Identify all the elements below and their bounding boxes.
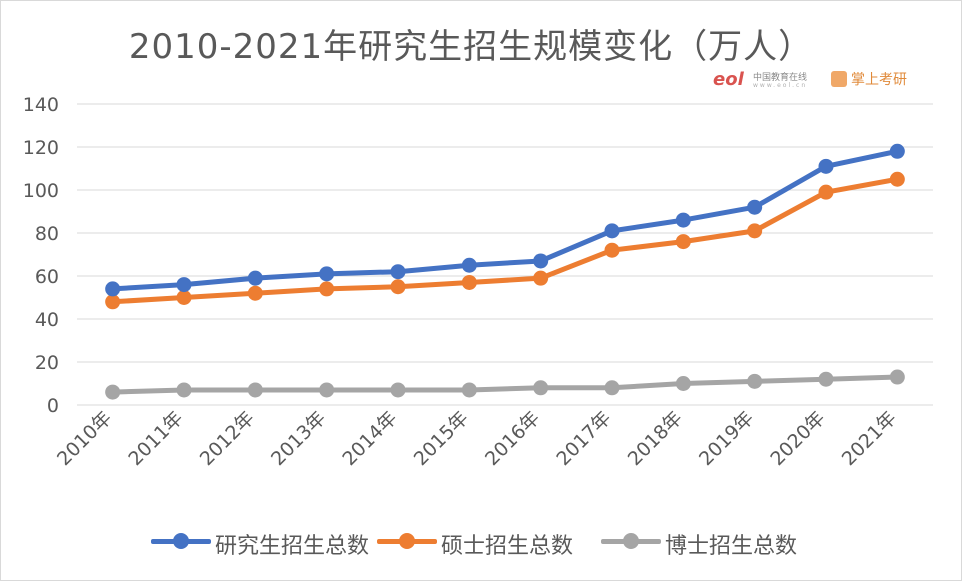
data-point xyxy=(105,281,121,297)
eol-logo-text: 中国教育在线 xyxy=(753,73,808,83)
data-point xyxy=(247,270,263,286)
y-tick-label: 140 xyxy=(23,94,59,116)
data-point xyxy=(533,380,549,396)
kaoyan-logo-text: 掌上考研 xyxy=(851,72,907,88)
data-point xyxy=(176,290,192,305)
watermark-logos: eol 中国教育在线 www.eol.cn 掌上考研 xyxy=(713,67,913,97)
data-point xyxy=(889,143,905,159)
x-tick-label: 2013年 xyxy=(267,407,330,470)
x-tick-label: 2012年 xyxy=(196,407,259,470)
data-point xyxy=(247,382,263,398)
data-point xyxy=(889,171,905,187)
x-tick-label: 2019年 xyxy=(695,407,758,470)
data-point xyxy=(604,380,620,396)
data-point xyxy=(675,212,691,228)
data-point xyxy=(390,264,406,280)
legend-marker xyxy=(399,533,415,549)
x-tick-label: 2016年 xyxy=(481,407,544,470)
eol-logo-mark: eol xyxy=(713,69,744,90)
x-tick-label: 2021年 xyxy=(838,407,901,470)
y-tick-label: 20 xyxy=(35,352,59,374)
data-point xyxy=(747,223,763,239)
eol-logo: eol 中国教育在线 www.eol.cn xyxy=(713,67,823,95)
y-tick-label: 40 xyxy=(35,309,59,331)
data-point xyxy=(818,184,834,200)
kaoyan-logo-icon xyxy=(831,71,847,87)
chart-title: 2010-2021年研究生招生规模变化（万人） xyxy=(128,27,814,67)
data-point xyxy=(319,266,335,282)
data-point xyxy=(319,382,335,398)
legend-label: 硕士招生总数 xyxy=(441,534,574,559)
data-point xyxy=(461,274,477,290)
legend-marker xyxy=(623,533,639,549)
data-point xyxy=(533,253,549,269)
data-point xyxy=(818,371,834,387)
x-tick-label: 2017年 xyxy=(552,407,615,470)
x-tick-label: 2011年 xyxy=(124,407,187,470)
y-tick-label: 60 xyxy=(35,266,59,288)
data-point xyxy=(390,382,406,398)
x-tick-label: 2018年 xyxy=(624,407,687,470)
data-point xyxy=(105,294,121,310)
legend-label: 研究生招生总数 xyxy=(215,534,370,559)
y-tick-label: 120 xyxy=(23,137,59,159)
legend-marker xyxy=(173,533,189,549)
x-tick-label: 2020年 xyxy=(766,407,829,470)
legend-label: 博士招生总数 xyxy=(665,534,798,559)
data-point xyxy=(604,242,620,258)
y-tick-label: 100 xyxy=(23,180,59,202)
data-point xyxy=(675,376,691,391)
x-tick-label: 2014年 xyxy=(338,407,401,470)
eol-logo-url: www.eol.cn xyxy=(753,82,808,89)
data-point xyxy=(390,279,406,295)
series-line xyxy=(110,374,900,395)
x-tick-label: 2015年 xyxy=(410,407,473,470)
data-point xyxy=(461,382,477,398)
data-point xyxy=(319,281,335,297)
data-point xyxy=(247,285,263,301)
y-tick-label: 0 xyxy=(47,395,59,417)
series-line xyxy=(110,176,900,305)
series-line xyxy=(110,148,900,292)
data-point xyxy=(176,382,192,398)
data-point xyxy=(747,199,763,215)
data-point xyxy=(747,373,763,389)
x-tick-label: 2010年 xyxy=(53,407,116,470)
data-point xyxy=(604,223,620,239)
data-point xyxy=(533,270,549,286)
data-point xyxy=(675,234,691,250)
chart-legend: 研究生招生总数 硕士招生总数 博士招生总数 xyxy=(1,527,962,559)
kaoyan-logo: 掌上考研 xyxy=(831,67,911,95)
y-tick-label: 80 xyxy=(35,223,59,245)
data-point xyxy=(461,257,477,273)
data-point xyxy=(105,384,121,400)
data-point xyxy=(176,277,192,293)
data-point xyxy=(889,369,905,385)
data-point xyxy=(818,158,834,174)
